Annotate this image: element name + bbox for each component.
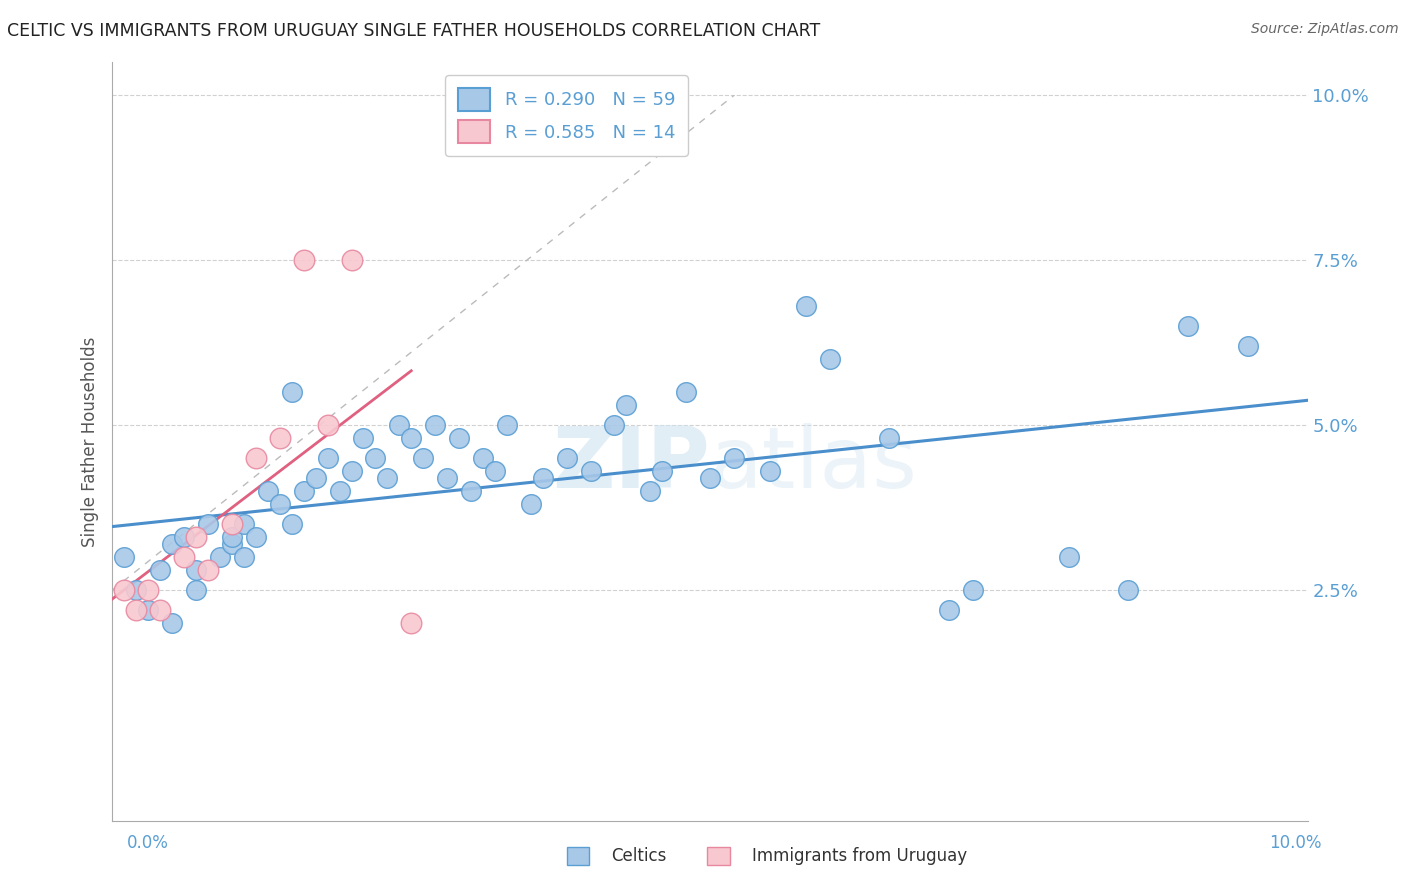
Point bbox=[305, 471, 328, 485]
Point bbox=[651, 464, 673, 478]
Point bbox=[353, 431, 375, 445]
Point bbox=[316, 418, 339, 433]
Point bbox=[245, 530, 267, 544]
Point bbox=[329, 483, 352, 498]
Point bbox=[269, 431, 291, 445]
Point bbox=[269, 497, 291, 511]
Point bbox=[472, 450, 495, 465]
Point bbox=[699, 471, 721, 485]
Text: Immigrants from Uruguay: Immigrants from Uruguay bbox=[752, 847, 967, 865]
Point bbox=[173, 549, 195, 564]
Point bbox=[555, 450, 578, 465]
Point bbox=[138, 582, 160, 597]
Point bbox=[616, 398, 638, 412]
Point bbox=[138, 602, 160, 616]
Point bbox=[125, 602, 148, 616]
Point bbox=[245, 450, 267, 465]
Point bbox=[723, 450, 745, 465]
Point bbox=[221, 537, 243, 551]
Point bbox=[364, 450, 387, 465]
Point bbox=[818, 352, 841, 367]
Point bbox=[401, 615, 423, 630]
Point bbox=[449, 431, 471, 445]
Point bbox=[316, 450, 339, 465]
Point bbox=[1118, 582, 1140, 597]
Point bbox=[531, 471, 554, 485]
Point bbox=[233, 549, 256, 564]
Point bbox=[149, 602, 172, 616]
Point bbox=[114, 549, 135, 564]
Point bbox=[292, 253, 315, 268]
Point bbox=[281, 516, 304, 531]
Point bbox=[186, 582, 208, 597]
Point bbox=[162, 537, 183, 551]
Point bbox=[257, 483, 280, 498]
Point bbox=[484, 464, 506, 478]
Point bbox=[197, 516, 219, 531]
Point bbox=[460, 483, 482, 498]
Point bbox=[209, 549, 232, 564]
Point bbox=[340, 253, 363, 268]
Point bbox=[579, 464, 602, 478]
Point bbox=[1057, 549, 1080, 564]
Point bbox=[388, 418, 411, 433]
Point bbox=[186, 563, 208, 577]
Point bbox=[281, 385, 304, 400]
Text: 0.0%: 0.0% bbox=[127, 834, 169, 852]
Point bbox=[221, 530, 243, 544]
Y-axis label: Single Father Households: Single Father Households bbox=[80, 336, 98, 547]
Point bbox=[794, 299, 817, 313]
Point bbox=[162, 615, 183, 630]
Point bbox=[938, 602, 960, 616]
Text: Source: ZipAtlas.com: Source: ZipAtlas.com bbox=[1251, 22, 1399, 37]
Point bbox=[197, 563, 219, 577]
Text: 10.0%: 10.0% bbox=[1270, 834, 1322, 852]
Point bbox=[125, 582, 148, 597]
Legend: R = 0.290   N = 59, R = 0.585   N = 14: R = 0.290 N = 59, R = 0.585 N = 14 bbox=[446, 75, 688, 156]
Point bbox=[173, 530, 195, 544]
Text: Celtics: Celtics bbox=[612, 847, 666, 865]
Point bbox=[675, 385, 697, 400]
Text: CELTIC VS IMMIGRANTS FROM URUGUAY SINGLE FATHER HOUSEHOLDS CORRELATION CHART: CELTIC VS IMMIGRANTS FROM URUGUAY SINGLE… bbox=[7, 22, 820, 40]
Point bbox=[412, 450, 434, 465]
Point bbox=[292, 483, 315, 498]
Point bbox=[603, 418, 626, 433]
Point bbox=[520, 497, 543, 511]
Point bbox=[149, 563, 172, 577]
Text: ZIP: ZIP bbox=[553, 423, 710, 506]
Point bbox=[640, 483, 662, 498]
Point bbox=[496, 418, 519, 433]
Point bbox=[401, 431, 423, 445]
Point bbox=[436, 471, 458, 485]
Point bbox=[759, 464, 782, 478]
Point bbox=[186, 530, 208, 544]
Point bbox=[425, 418, 447, 433]
Point bbox=[1237, 339, 1260, 353]
Point bbox=[233, 516, 256, 531]
Point bbox=[377, 471, 399, 485]
Point bbox=[221, 516, 243, 531]
Point bbox=[879, 431, 901, 445]
Point bbox=[962, 582, 984, 597]
Point bbox=[340, 464, 363, 478]
Point bbox=[1177, 319, 1199, 334]
Text: atlas: atlas bbox=[710, 423, 918, 506]
Point bbox=[114, 582, 135, 597]
